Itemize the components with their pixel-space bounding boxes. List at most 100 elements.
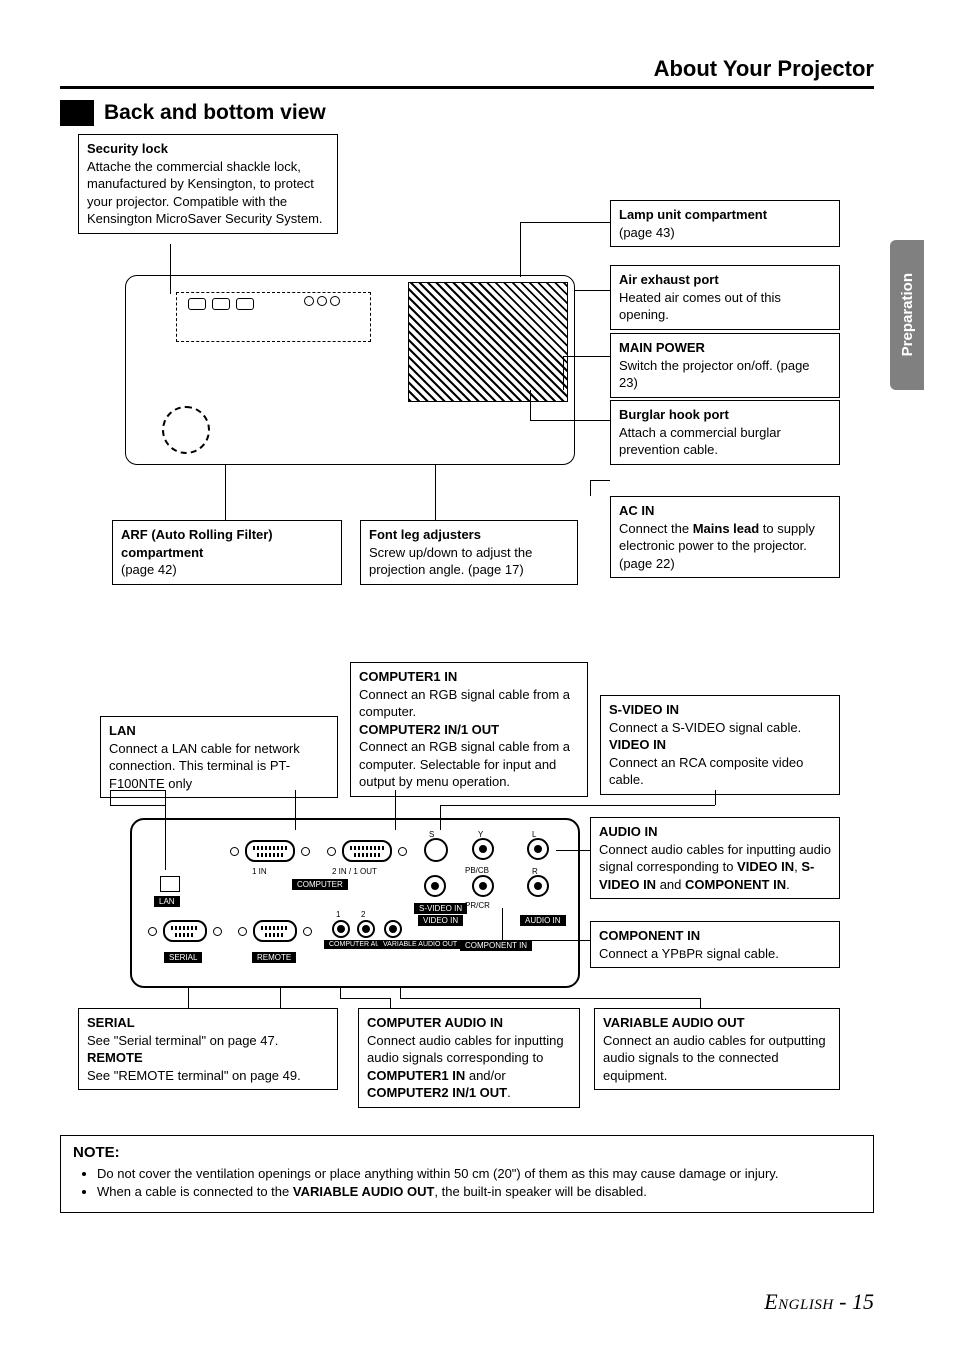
label-1in: 1 IN: [252, 867, 267, 876]
leader-line: [530, 390, 531, 421]
lens-outline: [162, 406, 210, 454]
ports-row: [188, 298, 254, 310]
leader-line: [575, 290, 610, 291]
label-svideo: S-VIDEO IN: [414, 903, 467, 914]
callout-mainpower: MAIN POWER Switch the projector on/off. …: [610, 333, 840, 398]
label-remote: REMOTE: [252, 952, 296, 963]
leader-line: [590, 480, 591, 496]
label-audioin: AUDIO IN: [520, 915, 566, 926]
callout-lamp: Lamp unit compartment (page 43): [610, 200, 840, 247]
callout-title: VARIABLE AUDIO OUT: [603, 1014, 831, 1032]
leader-line: [110, 790, 111, 805]
note-bullet: Do not cover the ventilation openings or…: [97, 1165, 861, 1183]
leader-line: [440, 805, 715, 806]
callout-body: Switch the projector on/off. (page 23): [619, 357, 831, 392]
leader-line: [400, 998, 700, 999]
callout-computer-in: COMPUTER1 IN Connect an RGB signal cable…: [350, 662, 588, 797]
callout-body: (page 42): [121, 561, 333, 579]
callout-security-lock: Security lock Attache the commercial sha…: [78, 134, 338, 234]
callout-title: REMOTE: [87, 1049, 329, 1067]
callout-title: COMPUTER1 IN: [359, 668, 579, 686]
label-n1: 1: [336, 910, 340, 919]
leader-line: [280, 988, 281, 1008]
label-n2: 2: [361, 910, 365, 919]
page-title: About Your Projector: [654, 56, 874, 82]
leader-line: [165, 790, 166, 870]
label-2in: 2 IN / 1 OUT: [332, 867, 377, 876]
callout-body: Connect a S-VIDEO signal cable.: [609, 719, 831, 737]
label-computer: COMPUTER: [292, 879, 348, 890]
callout-svideo: S-VIDEO IN Connect a S-VIDEO signal cabl…: [600, 695, 840, 795]
callout-title: AUDIO IN: [599, 823, 831, 841]
connector-audio-r: [527, 875, 549, 897]
callout-body: Connect a LAN cable for network connecti…: [109, 740, 329, 793]
callout-title: Air exhaust port: [619, 271, 831, 289]
callout-body: Connect an RCA composite video cable.: [609, 754, 831, 789]
callout-title: S-VIDEO IN: [609, 701, 831, 719]
leader-line: [530, 420, 610, 421]
callout-body: Attach a commercial burglar prevention c…: [619, 424, 831, 459]
leader-line: [700, 998, 701, 1008]
leader-line: [435, 465, 436, 520]
label-pbcb: PB/CB: [465, 866, 489, 875]
leader-line: [556, 850, 590, 851]
callout-body: Attache the commercial shackle lock, man…: [87, 158, 329, 228]
label-prcr: PR/CR: [465, 901, 490, 910]
leader-line: [110, 805, 165, 806]
connector-remote: [238, 920, 312, 942]
leader-line: [502, 940, 590, 941]
callout-body: Connect an RGB signal cable from a compu…: [359, 686, 579, 721]
callout-exhaust: Air exhaust port Heated air comes out of…: [610, 265, 840, 330]
connector-var-audio: [384, 920, 402, 938]
callout-audio-in: AUDIO IN Connect audio cables for inputt…: [590, 817, 840, 899]
label-lan: LAN: [154, 896, 180, 907]
page-number: English - 15: [764, 1289, 874, 1315]
leader-line: [170, 244, 171, 294]
callout-lan: LAN Connect a LAN cable for network conn…: [100, 716, 338, 798]
label-component: COMPONENT IN: [460, 940, 532, 951]
callout-title: AC IN: [619, 502, 831, 520]
label-r: R: [532, 867, 538, 876]
callout-body: See "REMOTE terminal" on page 49.: [87, 1067, 329, 1085]
leader-line: [390, 998, 391, 1008]
callout-body: Heated air comes out of this opening.: [619, 289, 831, 324]
callout-body: Connect an RGB signal cable from a compu…: [359, 738, 579, 791]
callout-title: MAIN POWER: [619, 339, 831, 357]
diagram-projector-back: [125, 275, 575, 465]
leader-line: [400, 988, 401, 998]
leader-line: [440, 805, 441, 830]
leader-line: [340, 988, 341, 998]
callout-computer-audio: COMPUTER AUDIO IN Connect audio cables f…: [358, 1008, 580, 1108]
callout-title: ARF (Auto Rolling Filter) compartment: [121, 526, 333, 561]
note-heading: NOTE:: [73, 1144, 861, 1161]
label-var-audio: VARIABLE AUDIO OUT: [378, 940, 462, 949]
callout-body: Connect the Mains lead to supply electro…: [619, 520, 831, 573]
connector-lan: [160, 876, 180, 892]
callout-body: (page 43): [619, 224, 831, 242]
leader-line: [563, 356, 610, 357]
note-box: NOTE: Do not cover the ventilation openi…: [60, 1135, 874, 1213]
label-s: S: [429, 830, 434, 839]
leader-line: [520, 222, 521, 277]
note-bullet: When a cable is connected to the VARIABL…: [97, 1183, 861, 1201]
leader-line: [225, 465, 226, 520]
leader-line: [295, 790, 296, 830]
callout-arf: ARF (Auto Rolling Filter) compartment (p…: [112, 520, 342, 585]
callout-serial-remote: SERIAL See "Serial terminal" on page 47.…: [78, 1008, 338, 1090]
leader-line: [590, 480, 610, 481]
diagram-terminal-panel: S Y L R 1 IN 2 IN / 1 OUT PB/CB LAN COMP…: [130, 818, 580, 988]
callout-burglar: Burglar hook port Attach a commercial bu…: [610, 400, 840, 465]
section-header: Back and bottom view: [60, 100, 326, 126]
callout-body: Screw up/down to adjust the projection a…: [369, 544, 569, 579]
title-rule: [60, 86, 874, 89]
connector-component-pb: [472, 875, 494, 897]
connector-component-y: [472, 838, 494, 860]
callout-title: Lamp unit compartment: [619, 206, 831, 224]
label-serial: SERIAL: [164, 952, 202, 963]
connector-audio-l: [527, 838, 549, 860]
leader-line: [340, 998, 390, 999]
section-title: Back and bottom view: [104, 101, 326, 125]
callout-body: Connect audio cables for inputting audio…: [599, 841, 831, 894]
callout-acin: AC IN Connect the Mains lead to supply e…: [610, 496, 840, 578]
connector-video: [424, 875, 446, 897]
